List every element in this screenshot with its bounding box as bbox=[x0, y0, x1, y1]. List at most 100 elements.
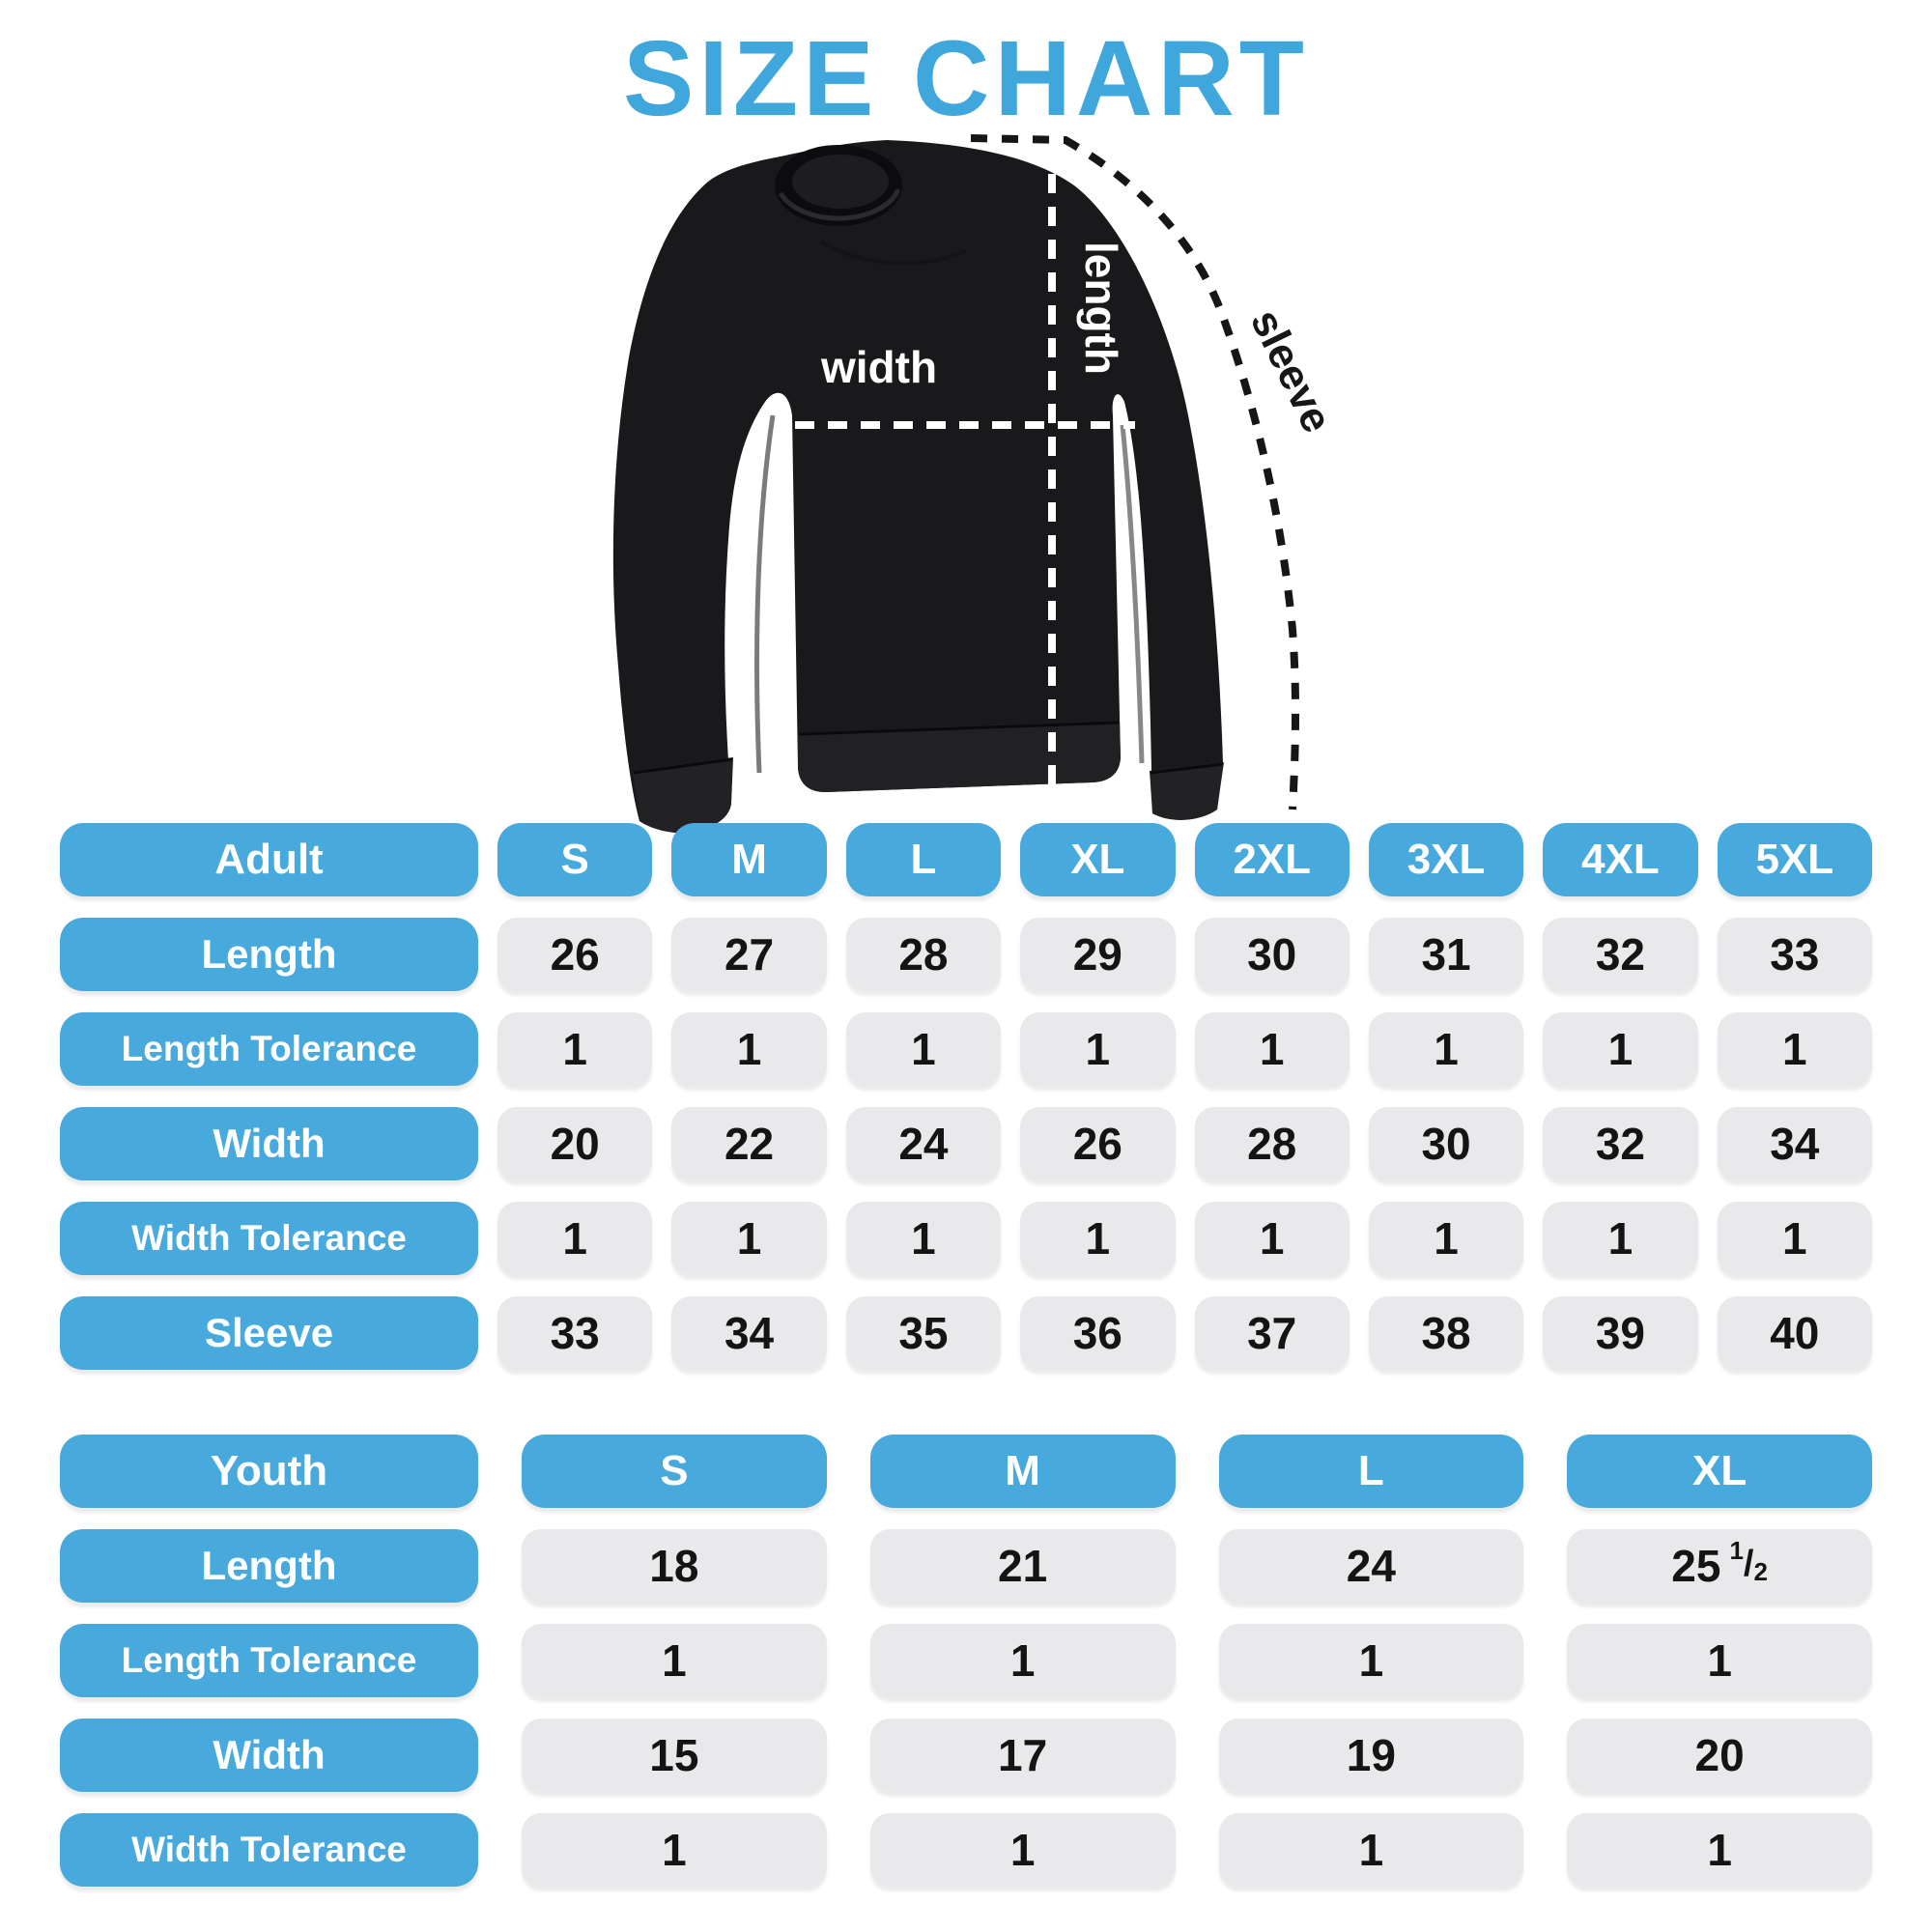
size-cell: 26 bbox=[497, 918, 653, 991]
collar-inner bbox=[792, 155, 889, 209]
width-label: width bbox=[820, 342, 937, 392]
size-cell: 34 bbox=[671, 1296, 827, 1370]
size-cell: 19 bbox=[1218, 1719, 1524, 1792]
size-cell: 30 bbox=[1194, 918, 1350, 991]
size-cell: 32 bbox=[1543, 918, 1698, 991]
size-column-header: S bbox=[497, 823, 653, 896]
size-cell: 1 bbox=[522, 1813, 827, 1887]
size-cell: 1 bbox=[671, 1012, 827, 1086]
size-cell: 15 bbox=[522, 1719, 827, 1792]
fold-line-right bbox=[1120, 424, 1145, 764]
size-cell: 1 bbox=[1717, 1202, 1872, 1275]
size-cell: 1 bbox=[497, 1012, 653, 1086]
size-cell: 24 bbox=[1218, 1529, 1524, 1603]
hem-band bbox=[798, 721, 1121, 792]
fraction-slash: / bbox=[1743, 1544, 1754, 1584]
sweatshirt-body bbox=[612, 140, 1223, 834]
size-cell: 29 bbox=[1020, 918, 1176, 991]
size-cell: 1 bbox=[1567, 1624, 1872, 1697]
row-label: Width Tolerance bbox=[60, 1202, 478, 1275]
row-label: Width bbox=[60, 1107, 478, 1180]
size-cell: 31 bbox=[1368, 918, 1524, 991]
size-cell: 22 bbox=[671, 1107, 827, 1180]
fold-line-chest bbox=[819, 240, 967, 266]
size-cell: 21 bbox=[869, 1529, 1176, 1603]
size-cell: 1 bbox=[1020, 1202, 1176, 1275]
size-column-header: 5XL bbox=[1717, 823, 1872, 896]
size-cell: 37 bbox=[1194, 1296, 1350, 1370]
size-cell: 18 bbox=[522, 1529, 827, 1603]
left-cuff bbox=[633, 757, 733, 834]
size-column-header: M bbox=[869, 1435, 1176, 1508]
size-cell: 1 bbox=[671, 1202, 827, 1275]
size-cell: 17 bbox=[869, 1719, 1176, 1792]
youth-table-title: Youth bbox=[60, 1435, 478, 1508]
row-label: Length Tolerance bbox=[60, 1624, 478, 1697]
adult-table-title: Adult bbox=[60, 823, 478, 896]
size-cell: 38 bbox=[1368, 1296, 1524, 1370]
size-cell: 28 bbox=[845, 918, 1002, 991]
size-cell: 1 bbox=[1543, 1012, 1698, 1086]
left-cuff-seam bbox=[633, 757, 733, 775]
size-cell: 27 bbox=[671, 918, 827, 991]
size-column-header: XL bbox=[1020, 823, 1176, 896]
size-cell: 20 bbox=[1567, 1719, 1872, 1792]
size-cell: 1 bbox=[869, 1813, 1176, 1887]
fraction-numerator: 1 bbox=[1729, 1536, 1744, 1565]
size-column-header: 2XL bbox=[1194, 823, 1350, 896]
size-cell: 1 bbox=[869, 1624, 1176, 1697]
size-cell: 33 bbox=[1717, 918, 1872, 991]
size-cell: 1 bbox=[845, 1202, 1002, 1275]
size-cell: 1 bbox=[1218, 1813, 1524, 1887]
youth-size-table: Youth S M L XL Length 18 21 24 25 1 / 2 … bbox=[60, 1435, 1872, 1887]
size-cell: 24 bbox=[845, 1107, 1002, 1180]
row-label: Sleeve bbox=[60, 1296, 478, 1370]
size-cell: 1 bbox=[522, 1624, 827, 1697]
row-label: Length Tolerance bbox=[60, 1012, 478, 1086]
size-cell: 1 bbox=[1194, 1012, 1350, 1086]
size-column-header: 4XL bbox=[1543, 823, 1698, 896]
size-cell: 1 bbox=[1543, 1202, 1698, 1275]
right-cuff-seam bbox=[1150, 762, 1224, 775]
size-cell: 1 bbox=[1020, 1012, 1176, 1086]
size-column-header: S bbox=[522, 1435, 827, 1508]
sweatshirt-graphic: width length sleeve bbox=[612, 134, 1341, 834]
collar-rib bbox=[778, 187, 901, 221]
size-cell: 1 bbox=[1368, 1012, 1524, 1086]
size-cell: 28 bbox=[1194, 1107, 1350, 1180]
size-cell: 32 bbox=[1543, 1107, 1698, 1180]
length-label: length bbox=[1076, 242, 1126, 375]
size-column-header: L bbox=[1218, 1435, 1524, 1508]
size-cell: 1 bbox=[1567, 1813, 1872, 1887]
size-cell: 1 bbox=[1717, 1012, 1872, 1086]
size-column-header: XL bbox=[1567, 1435, 1872, 1508]
size-cell: 1 bbox=[845, 1012, 1002, 1086]
size-cell: 40 bbox=[1717, 1296, 1872, 1370]
size-cell: 35 bbox=[845, 1296, 1002, 1370]
size-cell: 33 bbox=[497, 1296, 653, 1370]
size-cell: 1 bbox=[1218, 1624, 1524, 1697]
size-cell: 20 bbox=[497, 1107, 653, 1180]
row-label: Length bbox=[60, 1529, 478, 1603]
size-cell: 34 bbox=[1717, 1107, 1872, 1180]
hem-seam bbox=[798, 721, 1120, 736]
fraction-whole: 25 bbox=[1671, 1541, 1721, 1591]
size-column-header: L bbox=[845, 823, 1002, 896]
size-cell: 30 bbox=[1368, 1107, 1524, 1180]
right-cuff bbox=[1150, 762, 1224, 820]
size-column-header: M bbox=[671, 823, 827, 896]
row-label: Length bbox=[60, 918, 478, 991]
fold-line-left bbox=[754, 414, 776, 774]
row-label: Width bbox=[60, 1719, 478, 1792]
fraction-denominator: 2 bbox=[1753, 1557, 1768, 1586]
sweatshirt-figure: width length sleeve bbox=[531, 97, 1401, 855]
size-cell: 26 bbox=[1020, 1107, 1176, 1180]
page-title: SIZE CHART bbox=[623, 19, 1309, 138]
size-cell: 36 bbox=[1020, 1296, 1176, 1370]
size-column-header: 3XL bbox=[1368, 823, 1524, 896]
adult-size-table: Adult S M L XL 2XL 3XL 4XL 5XL Length 26… bbox=[60, 823, 1872, 1370]
size-cell: 1 bbox=[497, 1202, 653, 1275]
row-label: Width Tolerance bbox=[60, 1813, 478, 1887]
size-cell: 1 bbox=[1194, 1202, 1350, 1275]
